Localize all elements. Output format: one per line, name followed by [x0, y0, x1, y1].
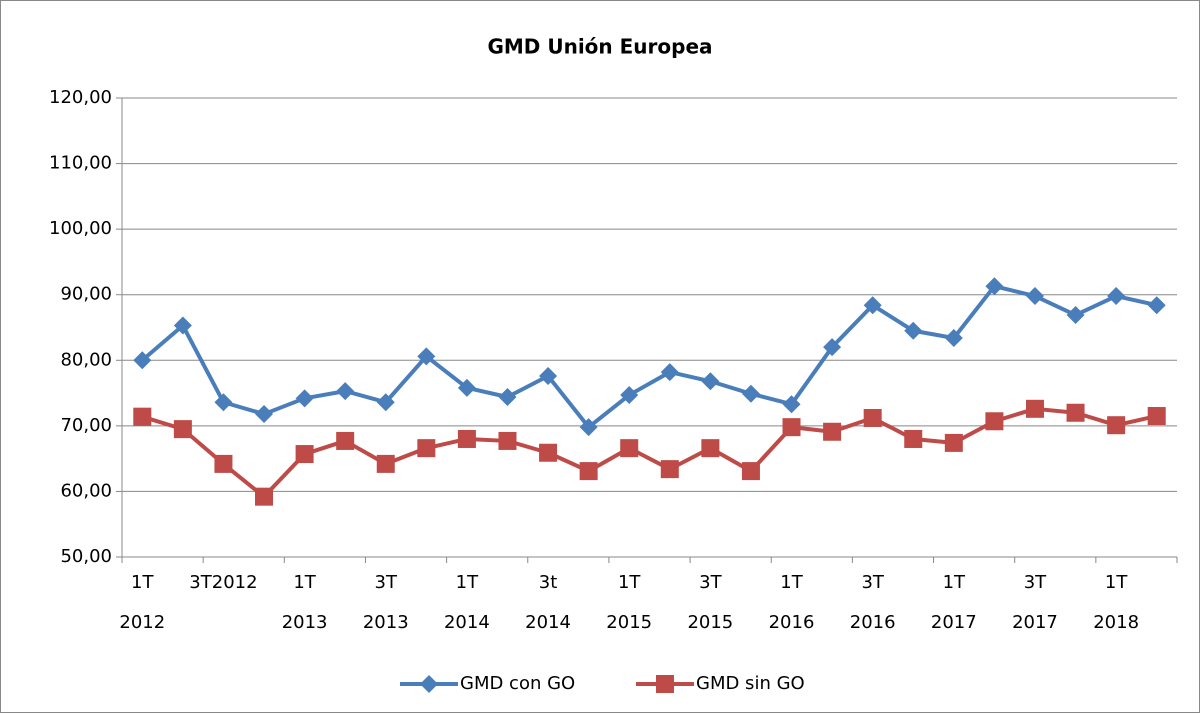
marker [985, 277, 1004, 296]
x-tick-label: 1T 2016 [768, 572, 815, 633]
marker [823, 422, 842, 441]
y-tick-label: 70,00 [60, 415, 112, 436]
marker [457, 378, 476, 397]
marker [133, 351, 152, 370]
x-tick-label: 3T 2017 [1012, 572, 1058, 633]
marker [863, 408, 882, 427]
marker [1147, 296, 1166, 315]
marker [376, 454, 395, 473]
x-tick-label: 3t 2014 [525, 572, 571, 633]
chart-title: GMD Unión Europea [487, 35, 712, 59]
marker [498, 431, 517, 450]
marker [498, 388, 517, 407]
marker [133, 407, 152, 426]
marker [620, 439, 639, 458]
y-tick-label: 50,00 [60, 546, 112, 567]
marker [701, 372, 720, 391]
marker [214, 454, 233, 473]
marker [295, 445, 314, 464]
marker [417, 347, 436, 366]
y-tick-label: 120,00 [49, 87, 112, 108]
marker [823, 338, 842, 357]
marker [660, 460, 679, 479]
x-tick-label: 1T 2014 [443, 572, 490, 633]
x-tick-label: 3T 2016 [849, 572, 896, 633]
marker [944, 433, 963, 452]
marker [1066, 403, 1085, 422]
marker [863, 296, 882, 315]
y-tick-label: 110,00 [49, 153, 112, 174]
marker [255, 487, 274, 506]
x-tick-label: 3T 2015 [687, 572, 734, 633]
x-tick-label: 3T2012 [189, 572, 258, 593]
y-tick-label: 100,00 [49, 218, 112, 239]
y-tick-label: 90,00 [60, 284, 112, 305]
marker [660, 363, 679, 382]
y-tick-label: 80,00 [60, 349, 112, 370]
marker [1107, 287, 1126, 306]
marker [295, 389, 314, 408]
marker [782, 418, 801, 437]
marker [539, 367, 558, 386]
marker [1066, 306, 1085, 325]
marker [1107, 416, 1126, 435]
x-tick-label: 1T 2018 [1093, 572, 1140, 633]
legend-marker [420, 675, 438, 693]
marker [944, 328, 963, 347]
marker [255, 405, 274, 424]
marker [782, 395, 801, 414]
marker [539, 443, 558, 462]
legend-label: GMD con GO [460, 673, 575, 694]
x-tick-label: 1T 2013 [281, 572, 328, 633]
marker [701, 439, 720, 458]
marker [336, 382, 355, 401]
legend-label: GMD sin GO [696, 673, 805, 694]
marker [173, 420, 192, 439]
marker [457, 429, 476, 448]
marker [1025, 399, 1044, 418]
marker [741, 462, 760, 481]
x-tick-label: 1T 2012 [119, 572, 166, 633]
marker [904, 321, 923, 340]
marker [741, 384, 760, 403]
marker [173, 316, 192, 335]
marker [985, 412, 1004, 431]
legend-marker [656, 675, 674, 693]
y-tick-label: 60,00 [60, 480, 112, 501]
marker [579, 462, 598, 481]
marker [417, 439, 436, 458]
marker [620, 386, 639, 405]
x-tick-label: 1T 2015 [606, 572, 653, 633]
x-tick-label: 1T 2017 [930, 572, 977, 633]
marker [376, 393, 395, 412]
marker [579, 418, 598, 437]
marker [1147, 407, 1166, 426]
marker [214, 393, 233, 412]
marker [1025, 287, 1044, 306]
marker [904, 429, 923, 448]
marker [336, 431, 355, 450]
x-tick-label: 3T 2013 [362, 572, 409, 633]
